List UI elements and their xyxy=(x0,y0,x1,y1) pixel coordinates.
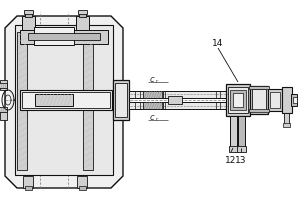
Bar xyxy=(79,186,86,190)
Bar xyxy=(233,93,243,107)
Bar xyxy=(237,146,246,152)
Bar xyxy=(23,176,33,188)
Bar xyxy=(282,87,292,113)
Bar xyxy=(238,116,245,148)
Bar xyxy=(250,86,268,114)
Text: r: r xyxy=(155,79,157,84)
Bar xyxy=(230,90,246,110)
Polygon shape xyxy=(5,16,123,188)
Bar xyxy=(291,94,297,106)
Bar xyxy=(226,84,250,116)
Text: r: r xyxy=(155,117,157,122)
Bar xyxy=(17,32,27,170)
Bar xyxy=(252,89,266,111)
Bar xyxy=(0,107,7,112)
Bar xyxy=(77,176,87,188)
Bar xyxy=(0,83,7,88)
Text: 13: 13 xyxy=(235,156,247,165)
Bar xyxy=(229,146,238,152)
Bar xyxy=(129,91,229,98)
Text: $\mathit{c}$: $\mathit{c}$ xyxy=(149,75,155,84)
Bar xyxy=(249,86,269,89)
Bar xyxy=(143,91,163,98)
Bar xyxy=(230,116,237,148)
Bar xyxy=(283,123,290,127)
Bar xyxy=(76,16,89,30)
Bar xyxy=(34,27,74,45)
Bar xyxy=(115,83,127,117)
Bar xyxy=(22,92,110,108)
Bar xyxy=(83,32,93,170)
Bar xyxy=(268,89,282,111)
Bar xyxy=(24,10,33,14)
Bar xyxy=(15,25,113,175)
Bar xyxy=(20,30,108,44)
Bar xyxy=(270,92,280,108)
Bar xyxy=(78,10,87,14)
Bar xyxy=(0,80,7,90)
Bar xyxy=(28,33,100,40)
Bar xyxy=(284,113,289,125)
Bar xyxy=(25,12,32,17)
Bar xyxy=(168,96,182,104)
Text: 14: 14 xyxy=(212,39,224,48)
Bar xyxy=(249,109,269,112)
Bar xyxy=(143,102,163,109)
Bar xyxy=(0,110,7,120)
Text: $\mathit{c}$: $\mathit{c}$ xyxy=(149,114,155,122)
Text: 12: 12 xyxy=(225,156,237,165)
Bar xyxy=(25,186,32,190)
Bar xyxy=(22,16,35,30)
Bar xyxy=(129,102,229,109)
Bar xyxy=(79,12,86,17)
Bar xyxy=(35,94,73,106)
Bar xyxy=(228,87,248,113)
Bar xyxy=(20,90,112,110)
Bar xyxy=(293,97,297,103)
Bar xyxy=(113,80,129,120)
